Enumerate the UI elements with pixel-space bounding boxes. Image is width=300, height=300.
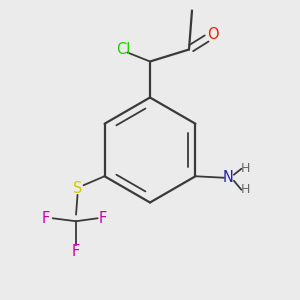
- Text: N: N: [223, 170, 234, 185]
- Text: S: S: [73, 181, 82, 196]
- Text: O: O: [207, 27, 219, 42]
- Text: H: H: [240, 183, 250, 196]
- Text: F: F: [72, 244, 80, 259]
- Text: H: H: [240, 162, 250, 175]
- Text: Cl: Cl: [116, 42, 130, 57]
- Text: F: F: [42, 211, 50, 226]
- Text: F: F: [99, 211, 107, 226]
